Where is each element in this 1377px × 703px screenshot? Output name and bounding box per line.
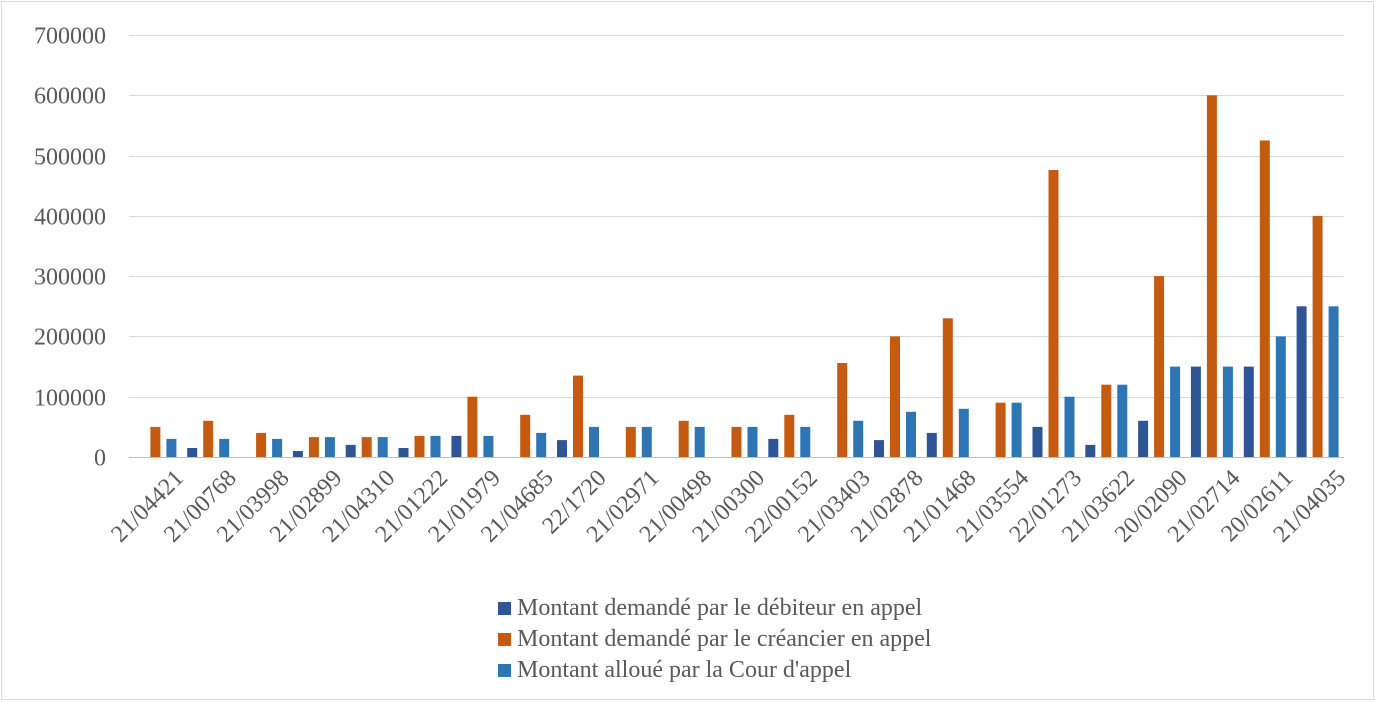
- bar-creancier: [1259, 140, 1270, 457]
- bar-debiteur: [292, 451, 303, 457]
- x-axis-ticks: 21/0442121/0076821/0399821/0289921/04310…: [106, 465, 1351, 547]
- legend-swatch-cour-appel: [498, 664, 511, 677]
- bar-cour-appel: [1117, 384, 1128, 457]
- bar-creancier: [150, 426, 161, 457]
- bar-debiteur: [451, 435, 462, 457]
- bar-creancier: [890, 336, 900, 457]
- bar-creancier: [203, 420, 214, 457]
- legend-label-debiteur: Montant demandé par le débiteur en appel: [517, 595, 923, 621]
- y-tick-label: 700000: [34, 24, 106, 50]
- bar-cour-appel: [589, 426, 599, 457]
- bar-creancier: [1048, 170, 1059, 457]
- bar-debiteur: [768, 438, 779, 457]
- bar-cour-appel: [800, 426, 811, 457]
- legend-item-creancier: Montant demandé par le créancier en appe…: [498, 624, 931, 655]
- bar-creancier: [1101, 384, 1112, 457]
- bar-debiteur: [345, 444, 356, 457]
- bar-creancier: [678, 420, 689, 457]
- bar-debiteur: [1243, 366, 1254, 457]
- y-tick-label: 400000: [34, 205, 106, 231]
- bar-debiteur: [1032, 426, 1043, 457]
- bar-creancier: [625, 426, 636, 457]
- bar-cour-appel: [958, 408, 969, 457]
- y-tick-label: 200000: [34, 325, 106, 351]
- bar-cour-appel: [747, 426, 758, 457]
- legend-swatch-debiteur: [498, 602, 511, 615]
- y-tick-label: 100000: [34, 386, 106, 412]
- legend-item-cour-appel: Montant alloué par la Cour d'appel: [498, 655, 931, 686]
- bar-creancier: [573, 375, 583, 457]
- bar-creancier: [520, 414, 531, 457]
- legend-label-creancier: Montant demandé par le créancier en appe…: [517, 626, 932, 652]
- y-tick-label: 600000: [34, 84, 106, 110]
- bar-cour-appel: [536, 432, 547, 457]
- legend-swatch-creancier: [498, 633, 511, 646]
- bar-cour-appel: [219, 438, 230, 457]
- bars: [150, 95, 1339, 458]
- bar-cour-appel: [906, 411, 916, 457]
- bar-cour-appel: [483, 435, 494, 457]
- bar-creancier: [731, 426, 742, 457]
- bar-creancier: [361, 437, 372, 457]
- bar-cour-appel: [166, 438, 177, 457]
- bar-creancier: [1206, 95, 1217, 458]
- bar-cour-appel: [641, 426, 652, 457]
- bar-creancier: [308, 437, 319, 457]
- legend: Montant demandé par le débiteur en appel…: [498, 593, 931, 686]
- bar-cour-appel: [1170, 366, 1181, 457]
- bar-cour-appel: [272, 438, 283, 457]
- bar-cour-appel: [377, 437, 388, 457]
- bar-creancier: [942, 318, 953, 457]
- y-tick-label: 500000: [34, 145, 106, 171]
- bar-debiteur: [187, 448, 198, 457]
- bar-debiteur: [926, 432, 937, 457]
- bar-cour-appel: [1064, 396, 1075, 457]
- bar-creancier: [837, 363, 848, 457]
- bar-cour-appel: [1222, 366, 1233, 457]
- bar-debiteur: [1190, 366, 1201, 457]
- bar-debiteur: [1138, 420, 1149, 457]
- bar-debiteur: [1085, 444, 1096, 457]
- bar-creancier: [414, 435, 425, 457]
- legend-item-debiteur: Montant demandé par le débiteur en appel: [498, 593, 931, 624]
- bar-debiteur: [874, 440, 884, 457]
- bar-cour-appel: [1275, 336, 1286, 457]
- bar-creancier: [995, 402, 1006, 457]
- bar-creancier: [256, 432, 267, 457]
- bar-cour-appel: [853, 420, 864, 457]
- bar-creancier: [467, 396, 478, 457]
- bar-cour-appel: [1011, 402, 1022, 457]
- bar-cour-appel: [1328, 306, 1339, 457]
- y-tick-label: 0: [94, 446, 106, 472]
- y-axis-ticks: 0 100000 200000 300000 400000 500000 600000 700…: [34, 24, 106, 472]
- bar-debiteur: [398, 448, 409, 457]
- bar-cour-appel: [694, 426, 705, 457]
- bar-debiteur: [1296, 306, 1307, 457]
- legend-label-cour-appel: Montant alloué par la Cour d'appel: [517, 657, 852, 683]
- bar-cour-appel: [430, 435, 441, 457]
- y-tick-label: 300000: [34, 265, 106, 291]
- bar-creancier: [1312, 215, 1323, 457]
- bar-creancier: [784, 414, 795, 457]
- bar-creancier: [1154, 276, 1165, 457]
- bar-cour-appel: [324, 437, 335, 457]
- bar-debiteur: [557, 440, 567, 457]
- gridlines: [129, 35, 1344, 458]
